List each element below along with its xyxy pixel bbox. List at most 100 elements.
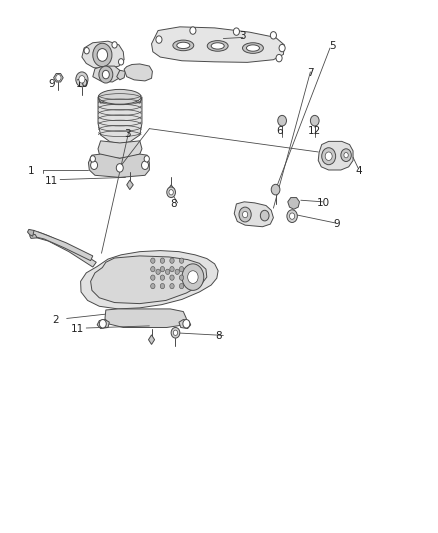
Circle shape <box>160 284 165 289</box>
Circle shape <box>141 161 148 169</box>
Circle shape <box>76 72 88 87</box>
Circle shape <box>290 213 295 219</box>
Polygon shape <box>152 27 284 62</box>
Circle shape <box>239 207 251 222</box>
Circle shape <box>182 264 204 290</box>
Circle shape <box>151 258 155 263</box>
Polygon shape <box>105 309 186 327</box>
Polygon shape <box>30 233 37 238</box>
Circle shape <box>233 28 240 35</box>
Circle shape <box>151 275 155 280</box>
Ellipse shape <box>247 45 259 51</box>
Circle shape <box>156 36 162 43</box>
Circle shape <box>170 284 174 289</box>
Polygon shape <box>53 74 63 82</box>
Circle shape <box>97 49 108 61</box>
Text: 6: 6 <box>277 126 283 136</box>
Text: 10: 10 <box>317 198 330 208</box>
Circle shape <box>187 271 198 284</box>
Text: 10: 10 <box>75 78 88 88</box>
Polygon shape <box>288 198 300 209</box>
Circle shape <box>341 149 351 161</box>
Circle shape <box>160 275 165 280</box>
Polygon shape <box>127 180 133 190</box>
Circle shape <box>99 66 113 83</box>
Ellipse shape <box>207 41 228 51</box>
Text: 3: 3 <box>240 31 246 41</box>
Circle shape <box>270 31 276 39</box>
Circle shape <box>243 212 248 217</box>
Circle shape <box>170 266 174 272</box>
Polygon shape <box>28 229 34 236</box>
Polygon shape <box>98 141 142 158</box>
Circle shape <box>173 330 178 335</box>
Circle shape <box>99 319 106 328</box>
Circle shape <box>169 190 173 195</box>
Circle shape <box>56 75 61 81</box>
Polygon shape <box>179 319 191 328</box>
Circle shape <box>180 266 184 272</box>
Text: 8: 8 <box>170 199 177 209</box>
Circle shape <box>151 266 155 272</box>
Circle shape <box>90 156 95 162</box>
Text: 11: 11 <box>71 324 84 334</box>
Ellipse shape <box>243 43 263 53</box>
Circle shape <box>276 54 282 62</box>
Circle shape <box>102 70 110 79</box>
Polygon shape <box>117 70 125 80</box>
Text: 9: 9 <box>48 78 55 88</box>
Circle shape <box>279 44 285 52</box>
Text: 11: 11 <box>45 175 58 185</box>
Text: 8: 8 <box>215 332 223 342</box>
Text: 1: 1 <box>28 166 34 176</box>
Circle shape <box>325 152 332 160</box>
Polygon shape <box>88 154 149 177</box>
Polygon shape <box>98 97 142 143</box>
Circle shape <box>93 43 112 67</box>
Circle shape <box>170 258 174 263</box>
Circle shape <box>160 258 165 263</box>
Polygon shape <box>234 202 273 227</box>
Circle shape <box>344 152 348 158</box>
Circle shape <box>175 269 180 274</box>
Circle shape <box>84 47 89 54</box>
Polygon shape <box>148 335 155 344</box>
Circle shape <box>166 269 170 274</box>
Polygon shape <box>93 66 120 82</box>
Circle shape <box>116 164 123 172</box>
Circle shape <box>79 76 85 83</box>
Circle shape <box>180 284 184 289</box>
Circle shape <box>322 148 336 165</box>
Circle shape <box>112 42 117 48</box>
Text: 2: 2 <box>53 314 59 325</box>
Circle shape <box>287 210 297 222</box>
Polygon shape <box>81 251 218 309</box>
Circle shape <box>170 275 174 280</box>
Ellipse shape <box>99 90 141 104</box>
Text: 7: 7 <box>307 68 314 78</box>
Ellipse shape <box>173 40 194 51</box>
Circle shape <box>190 27 196 34</box>
Circle shape <box>160 266 165 272</box>
Polygon shape <box>35 232 96 267</box>
Text: 3: 3 <box>124 129 131 139</box>
Circle shape <box>167 187 176 198</box>
Polygon shape <box>91 256 207 304</box>
Text: 5: 5 <box>329 42 336 52</box>
Text: 4: 4 <box>355 166 362 176</box>
Circle shape <box>180 275 184 280</box>
Polygon shape <box>97 319 110 328</box>
Circle shape <box>144 156 149 162</box>
Circle shape <box>180 258 184 263</box>
Text: 9: 9 <box>333 219 340 229</box>
Polygon shape <box>31 230 93 261</box>
Polygon shape <box>82 41 124 69</box>
Circle shape <box>156 269 160 274</box>
Polygon shape <box>124 64 152 81</box>
Circle shape <box>278 115 286 126</box>
Polygon shape <box>168 185 175 195</box>
Ellipse shape <box>177 42 190 49</box>
Circle shape <box>171 327 180 338</box>
Circle shape <box>311 115 319 126</box>
Polygon shape <box>318 141 353 170</box>
